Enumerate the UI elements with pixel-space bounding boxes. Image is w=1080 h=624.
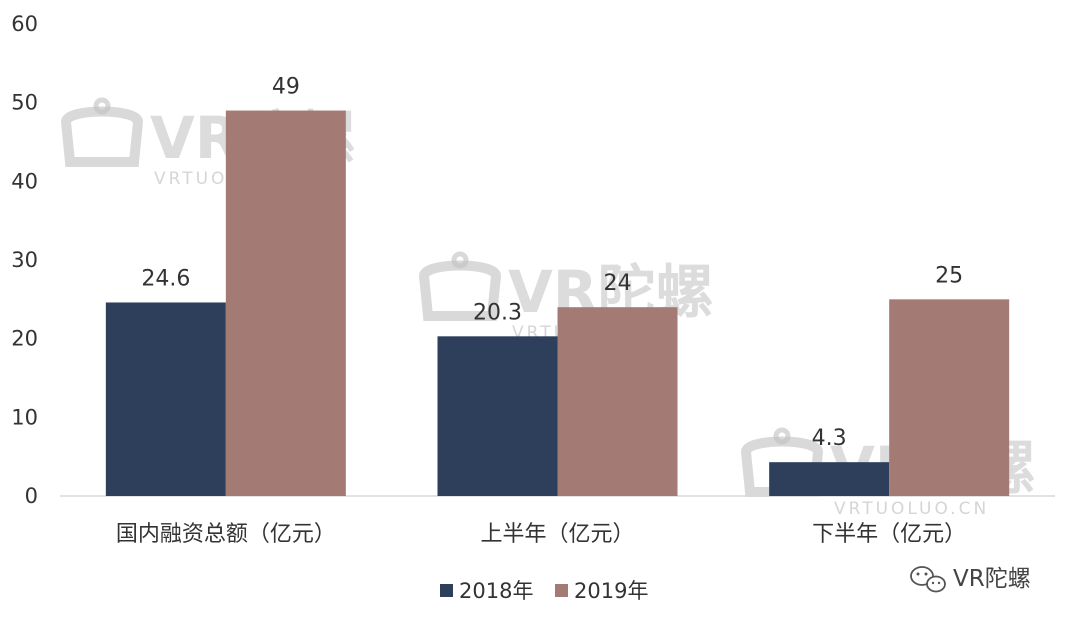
vr-headset-icon-knob [451, 251, 469, 269]
corner-brand-text: VR陀螺 [953, 566, 1031, 592]
bar [769, 462, 890, 496]
data-label: 25 [935, 263, 963, 288]
x-tick-label: 下半年（亿元） [812, 522, 966, 547]
y-tick-label: 50 [11, 91, 38, 115]
y-tick-label: 0 [25, 484, 38, 508]
data-label: 4.3 [812, 426, 847, 451]
watermark-site: VRTUOLUO.CN [834, 499, 989, 519]
x-tick-label: 国内融资总额（亿元） [116, 522, 336, 547]
legend-label: 2018年 [459, 579, 533, 603]
bar [557, 307, 678, 496]
data-label: 24.6 [141, 266, 190, 291]
vr-headset-icon [60, 97, 144, 167]
bar [437, 336, 558, 496]
data-label: 24 [604, 271, 632, 296]
y-tick-label: 40 [11, 169, 38, 193]
bar [889, 299, 1010, 496]
vr-headset-icon-knob [773, 427, 791, 445]
corner-brand: VR陀螺 [910, 566, 1031, 593]
legend-swatch [440, 584, 453, 597]
bar [105, 302, 226, 496]
y-tick-label: 30 [11, 248, 38, 272]
bars [105, 110, 1010, 497]
y-tick-label: 10 [11, 405, 38, 429]
bar [225, 110, 346, 497]
vr-headset-icon [418, 251, 502, 321]
y-tick-label: 60 [11, 12, 38, 36]
wechat-icon [910, 566, 946, 593]
x-tick-label: 上半年（亿元） [480, 522, 634, 547]
legend-swatch [555, 584, 568, 597]
data-label: 49 [272, 75, 300, 100]
vr-headset-icon-shape [418, 260, 502, 321]
x-axis: 国内融资总额（亿元） 上半年（亿元） 下半年（亿元） [116, 522, 966, 547]
legend: 2018年 2019年 [440, 579, 648, 603]
data-label: 20.3 [473, 300, 522, 325]
legend-label: 2019年 [574, 579, 648, 603]
y-tick-label: 20 [11, 327, 38, 351]
vr-headset-icon-knob [93, 97, 111, 115]
y-axis: 0 10 20 30 40 50 60 [11, 12, 38, 508]
vr-headset-icon-shape [60, 106, 144, 167]
data-labels: 24.6 49 20.3 24 4.3 25 [141, 75, 963, 452]
